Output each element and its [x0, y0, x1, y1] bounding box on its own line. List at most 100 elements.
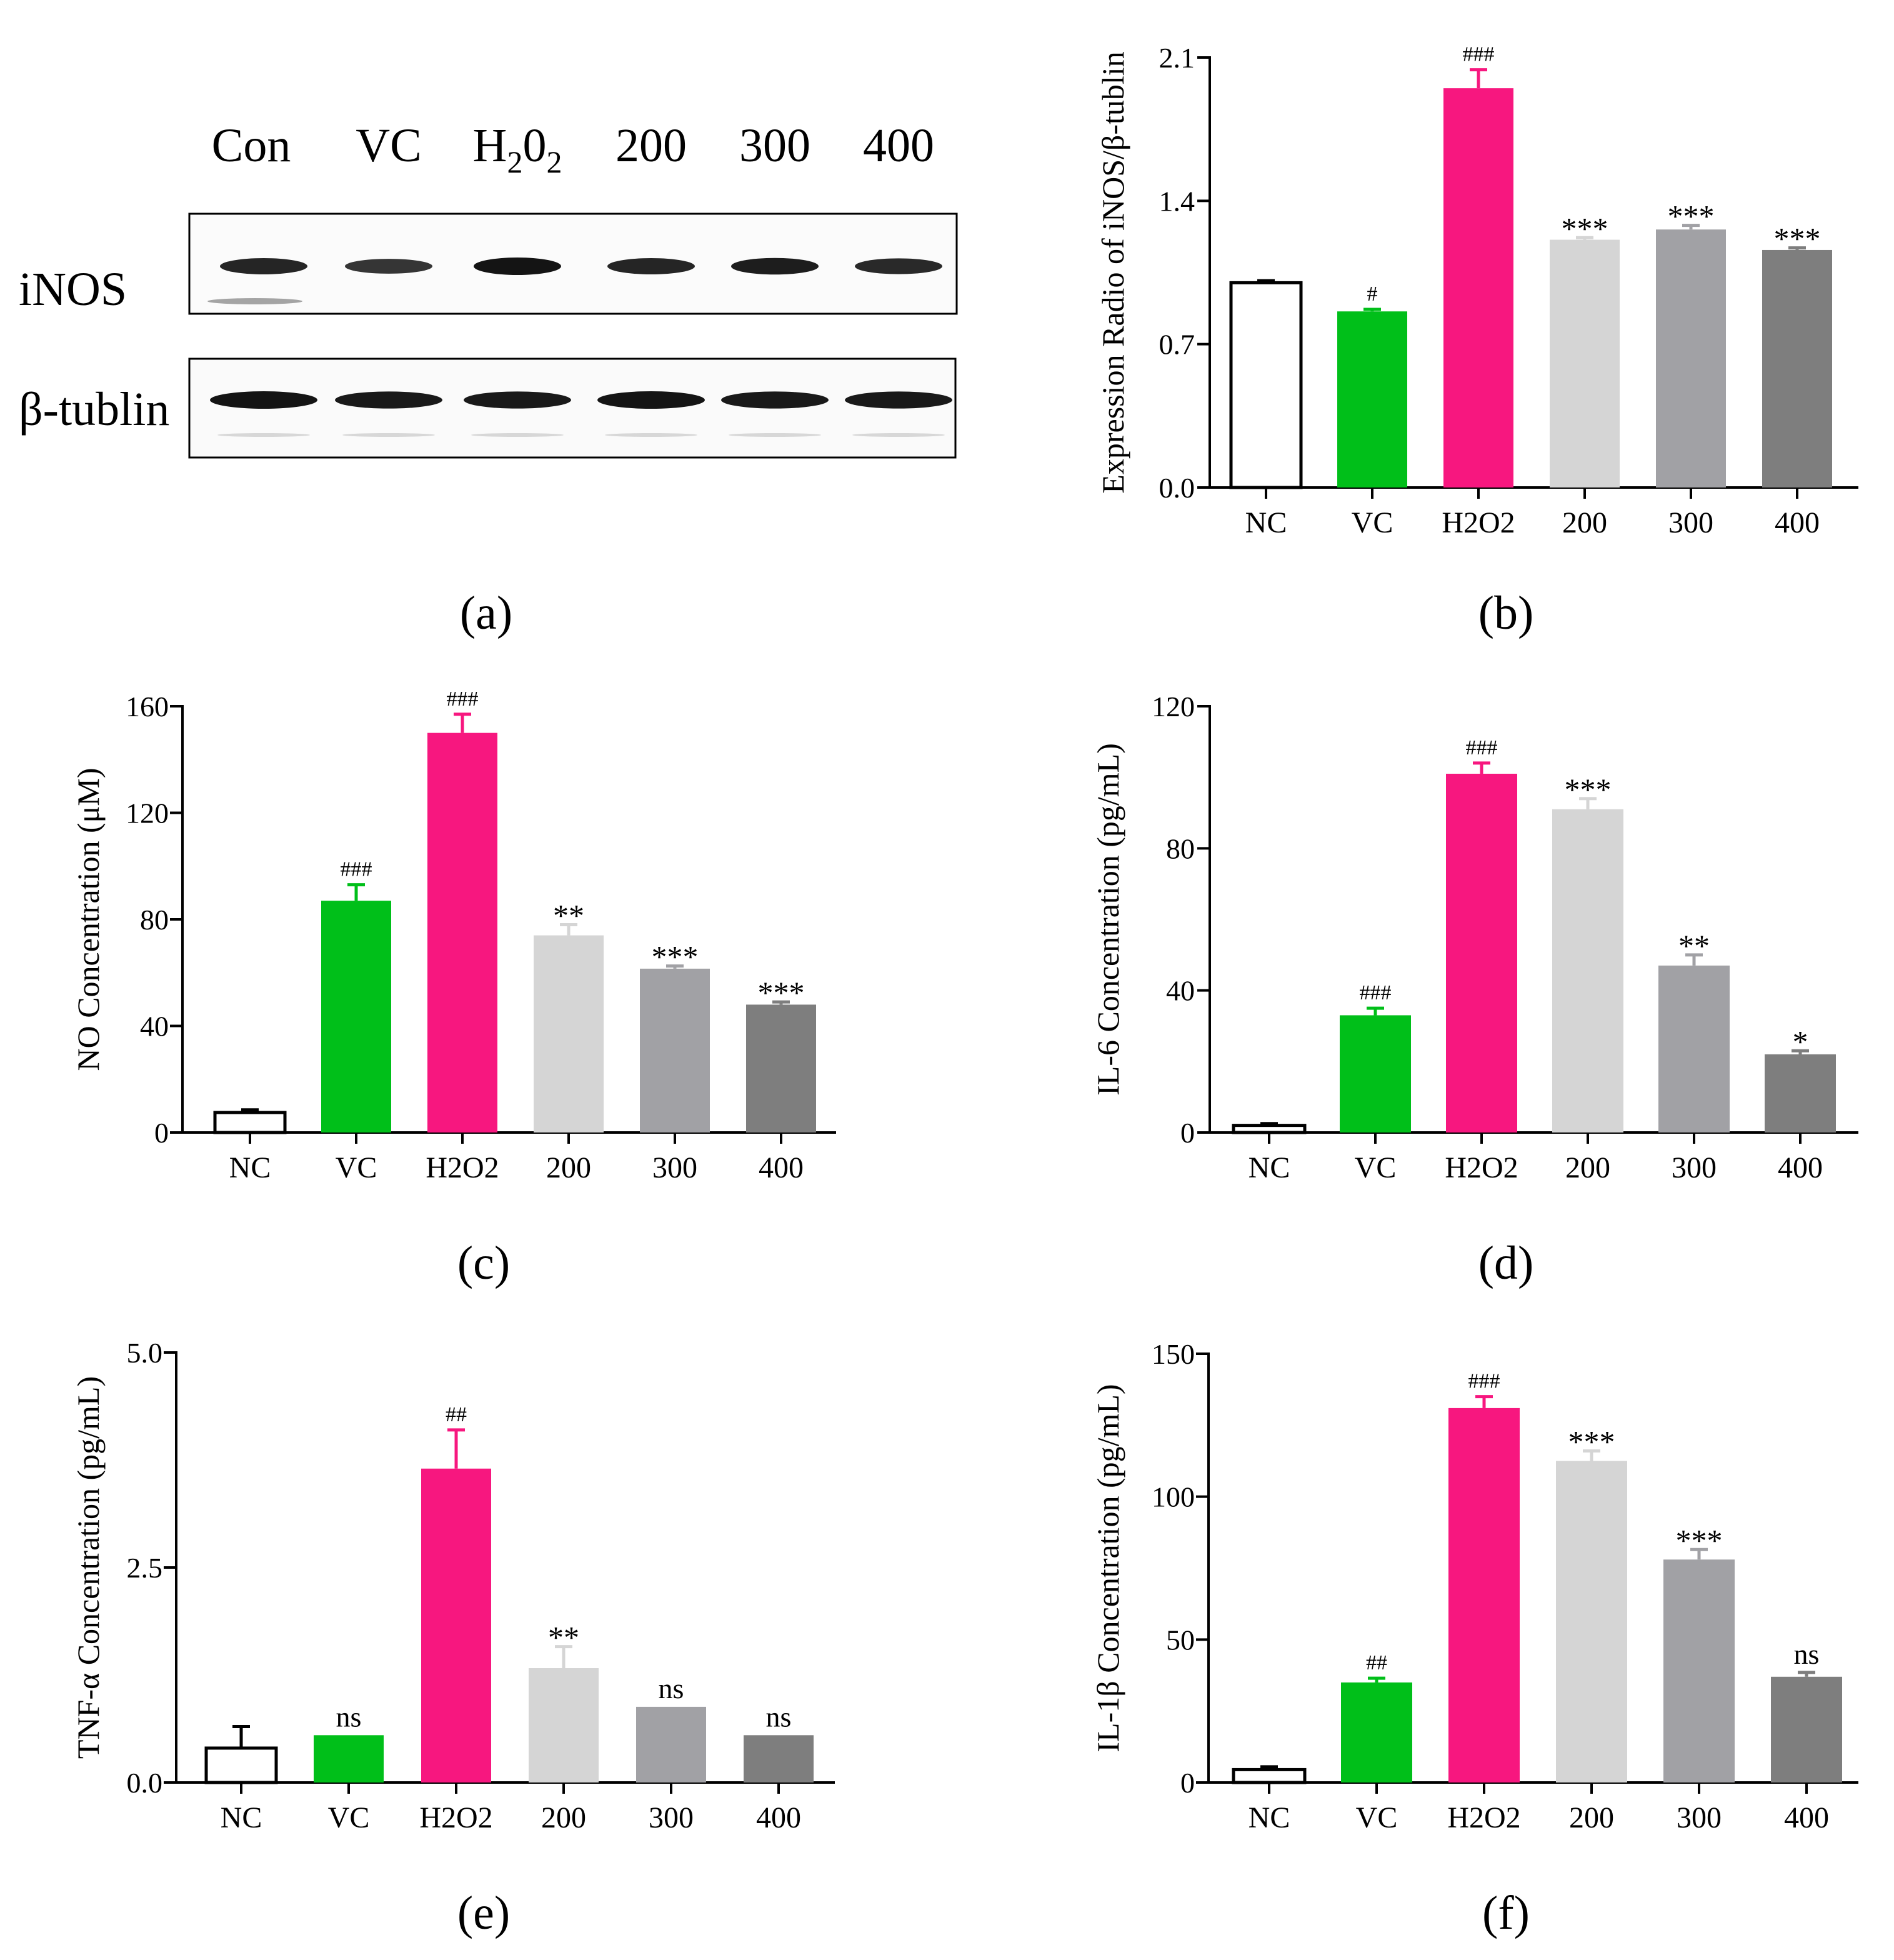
- x-tick-label: 400: [756, 1801, 801, 1834]
- lane-label-h2o2: H202: [473, 119, 562, 179]
- blot-band-inos-lane-5: [731, 258, 819, 275]
- blot-band-beta-tublin-lane-5: [721, 391, 829, 409]
- panel-label-b: (b): [1478, 587, 1534, 639]
- chart-panel-e: 0.0 2.5 5.0 TNF-α Concentration (pg/mL) NC VC…: [71, 1337, 835, 1939]
- blot-faint-band-lane-1: [217, 433, 310, 437]
- y-tick-label: 0.0: [1159, 472, 1195, 504]
- significance-label: ns: [766, 1701, 792, 1732]
- x-tick-label: H2O2: [1447, 1801, 1520, 1834]
- significance-label: ns: [659, 1672, 684, 1704]
- h2o2-label-base: H: [473, 119, 507, 172]
- bar-400: [1771, 1676, 1842, 1782]
- blot-bands: [207, 258, 952, 437]
- bar-vc: [1340, 1015, 1411, 1132]
- lane-label-400: 400: [863, 119, 934, 172]
- blot-band-inos-lane-6: [855, 258, 942, 274]
- bar-nc: [1232, 1768, 1307, 1784]
- blot-band-beta-tublin-lane-1: [210, 391, 317, 409]
- bar-400: [744, 1735, 814, 1782]
- bar-h2o2: [1443, 88, 1513, 488]
- blot-band-beta-tublin-lane-3: [464, 391, 571, 409]
- bar-400: [1762, 249, 1832, 488]
- x-tick-label: 300: [1677, 1801, 1722, 1834]
- bar-400: [746, 1004, 816, 1132]
- y-tick-label: 0: [1180, 1117, 1195, 1149]
- y-tick-label: 120: [1152, 691, 1195, 722]
- significance-label: **: [553, 898, 584, 933]
- bar-400: [1765, 1054, 1836, 1132]
- y-tick-label: 50: [1166, 1624, 1195, 1656]
- x-tick-label: H2O2: [426, 1151, 499, 1184]
- blot-faint-band-lane-6: [852, 433, 945, 437]
- x-tick-label: NC: [229, 1151, 271, 1184]
- blot-faint-band-lane-5: [729, 433, 821, 437]
- blot-band-inos-lane-4: [607, 258, 695, 274]
- y-tick-label: 0: [1180, 1767, 1195, 1799]
- bar-300: [1658, 965, 1730, 1132]
- significance-label: ns: [336, 1701, 362, 1732]
- y-tick-label: 2.5: [127, 1552, 163, 1584]
- significance-label: ***: [1568, 1424, 1615, 1459]
- panel-label-d: (d): [1478, 1237, 1534, 1289]
- y-axis-label: NO Concentration (μM): [71, 768, 106, 1071]
- lane-labels: Con VC H202 200 300 400: [212, 119, 934, 179]
- x-tick-label: NC: [1249, 1801, 1290, 1834]
- row-label-inos: iNOS: [19, 263, 127, 316]
- bar-vc: [1341, 1682, 1412, 1782]
- significance-label: ###: [1466, 736, 1498, 759]
- significance-label: ###: [1360, 981, 1392, 1004]
- blot-faint-band-lane-3: [471, 433, 564, 437]
- y-tick-label: 40: [140, 1011, 169, 1042]
- bar-200: [534, 935, 604, 1132]
- significance-label: #: [1367, 282, 1378, 306]
- significance-label: ###: [341, 858, 372, 881]
- x-tick-label: 300: [1672, 1151, 1717, 1184]
- blot-band-inos-lane-2: [345, 259, 432, 274]
- h2o2-label-mid: 0: [522, 119, 546, 172]
- y-axis-label: Expression Radio of iNOS/β-tublin: [1095, 51, 1130, 493]
- x-tick-label: 400: [1784, 1801, 1829, 1834]
- h2o2-label-sub2: 2: [546, 144, 562, 179]
- y-tick-label: 40: [1166, 975, 1195, 1007]
- significance-label: **: [548, 1620, 579, 1655]
- y-tick-label: 5.0: [127, 1337, 163, 1369]
- x-tick-label: VC: [328, 1801, 370, 1834]
- significance-label: ##: [1366, 1651, 1387, 1674]
- blot-band-inos-lane-1: [220, 258, 307, 274]
- y-tick-label: 80: [140, 904, 169, 936]
- chart-panel-c: 0 40 80 120 160 NO Concentration (μM) NC VC ### H…: [71, 688, 836, 1289]
- x-tick-label: 400: [759, 1151, 804, 1184]
- blot-band-beta-tublin-lane-4: [597, 391, 705, 409]
- bar-300: [640, 968, 710, 1132]
- significance-label: ***: [1774, 221, 1821, 256]
- x-tick-label: 200: [1562, 506, 1607, 539]
- western-blot-panel: Con VC H202 200 300 400 iNOS β-tublin (a…: [19, 119, 958, 639]
- bar-nc: [213, 1111, 287, 1134]
- significance-label: ###: [447, 688, 479, 711]
- significance-label: ***: [1668, 199, 1715, 234]
- blot-band-beta-tublin-lane-2: [335, 391, 442, 409]
- row-label-beta-tublin: β-tublin: [19, 383, 169, 436]
- blot-frame-inos: [188, 212, 958, 315]
- x-tick-label: H2O2: [419, 1801, 492, 1834]
- significance-label: ***: [758, 975, 805, 1010]
- x-tick-label: H2O2: [1442, 506, 1515, 539]
- h2o2-label-sub1: 2: [507, 144, 522, 179]
- bar-vc: [314, 1735, 384, 1782]
- blot-faint-band-lane-2: [342, 433, 435, 437]
- significance-label: **: [1678, 928, 1710, 963]
- x-tick-label: 300: [649, 1801, 694, 1834]
- bar-nc: [1232, 1124, 1307, 1134]
- x-tick-label: 200: [1569, 1801, 1614, 1834]
- x-tick-label: NC: [221, 1801, 262, 1834]
- blot-band-inos-lane-3: [474, 258, 561, 275]
- panel-label-c: (c): [457, 1237, 510, 1289]
- lane-label-vc: VC: [356, 119, 422, 172]
- bar-200: [1550, 239, 1620, 488]
- panel-label-a: (a): [460, 587, 512, 639]
- bar-nc: [1229, 281, 1303, 489]
- x-tick-label: H2O2: [1445, 1151, 1518, 1184]
- y-tick-label: 0.7: [1159, 329, 1195, 361]
- bar-h2o2: [427, 732, 497, 1132]
